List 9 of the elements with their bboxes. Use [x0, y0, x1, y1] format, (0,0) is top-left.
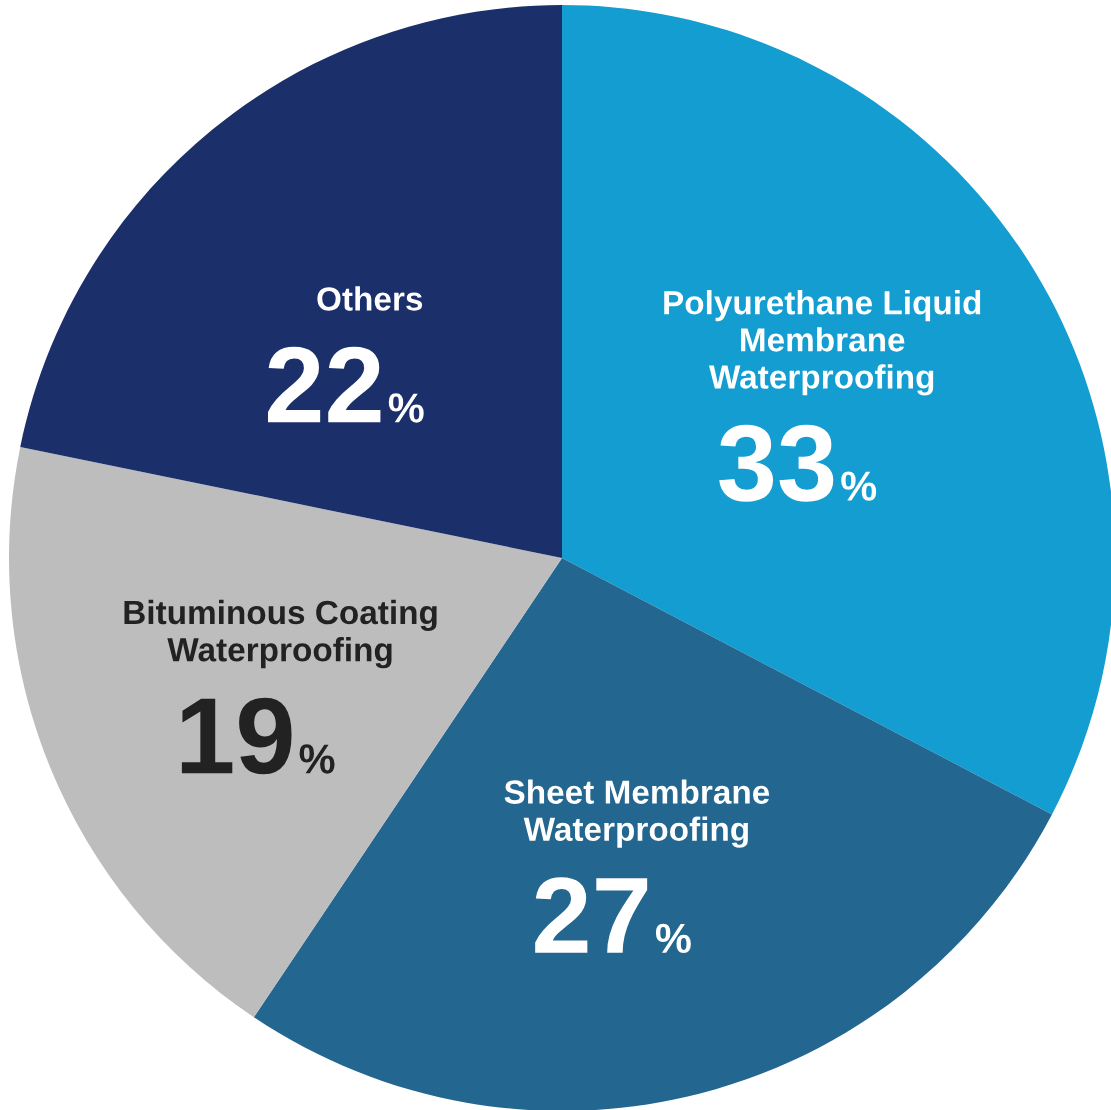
slice-label: Others [317, 286, 423, 311]
data-label: 22% [268, 346, 424, 423]
slice-label: Bituminous Coating Waterproofing [124, 599, 437, 669]
data-label: 19% [181, 697, 335, 775]
slice-label: Sheet Membrane Waterproofing [504, 779, 770, 848]
data-label: 33% [719, 424, 877, 502]
pie-slice [20, 5, 562, 558]
data-label: 27% [535, 877, 691, 954]
slice-label: Polyurethane Liquid Membrane Waterproofing [664, 290, 981, 396]
